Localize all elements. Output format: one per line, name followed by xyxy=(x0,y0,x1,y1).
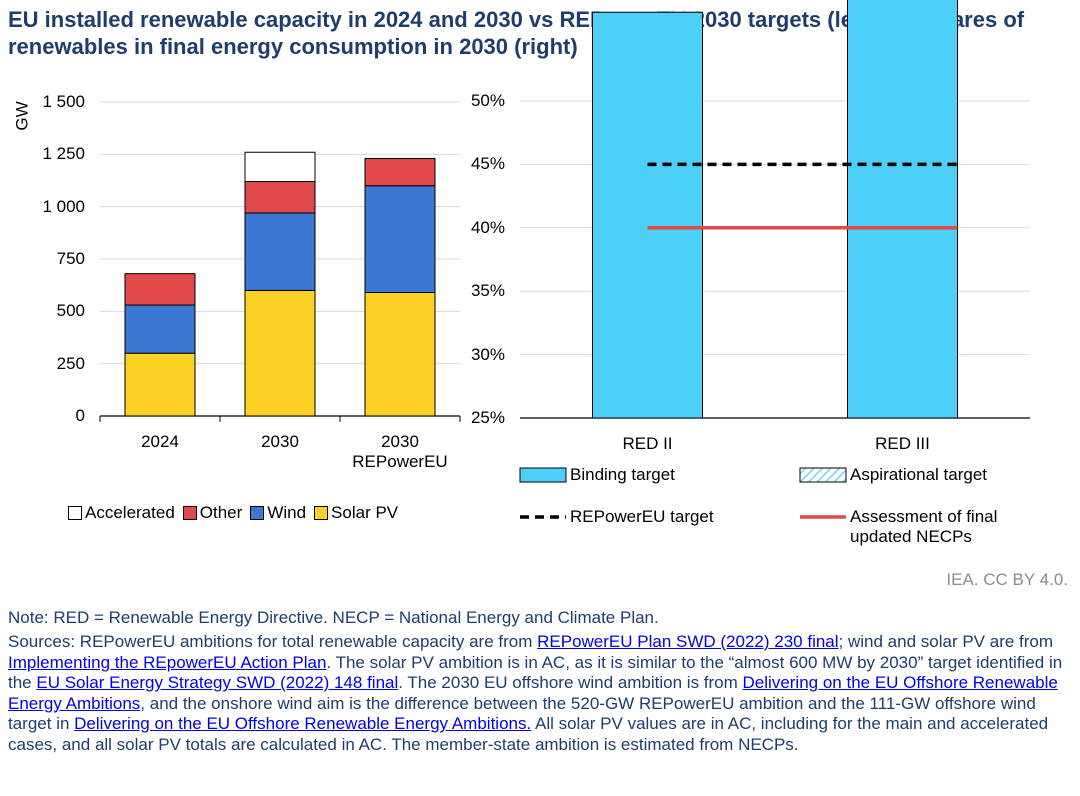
bar-segment xyxy=(124,352,196,417)
legend-label: REPowerEU target xyxy=(570,507,714,526)
bar-segment xyxy=(364,185,436,293)
legend-label: Binding target xyxy=(570,465,675,484)
y-axis-label: GW xyxy=(12,101,32,131)
y-tick-label: 750 xyxy=(56,249,85,268)
source-link[interactable]: EU Solar Energy Strategy SWD (2022) 148 … xyxy=(36,673,399,692)
credit: IEA. CC BY 4.0. xyxy=(946,570,1068,589)
x-tick-label: RED III xyxy=(875,434,930,453)
legend-swatch xyxy=(68,506,82,520)
bar-segment xyxy=(592,11,703,419)
x-tick-label: RED II xyxy=(622,434,673,453)
y-tick-label: 50% xyxy=(470,91,505,110)
y-tick-label: 30% xyxy=(470,344,505,364)
x-tick-label: 2030 xyxy=(261,432,299,451)
legend-swatch xyxy=(182,506,197,520)
bar-segment xyxy=(244,151,316,183)
y-tick-label: 1 250 xyxy=(42,144,85,164)
source-text: ; wind and solar PV are from xyxy=(838,632,1054,651)
bar-segment xyxy=(124,273,196,306)
legend-swatch xyxy=(250,506,265,520)
y-tick-label: 250 xyxy=(56,353,85,373)
source-text: . The 2030 EU offshore wind ambition is … xyxy=(398,673,743,692)
y-tick-label: 25% xyxy=(470,408,505,427)
bar-segment xyxy=(364,158,436,187)
legend-label: Other xyxy=(199,503,243,522)
source-text: , and the onshore wind aim is the differ… xyxy=(8,693,1036,734)
note: Note: RED = Renewable Energy Directive. … xyxy=(8,608,659,627)
bar-segment xyxy=(364,291,436,417)
bar-segment xyxy=(847,0,958,419)
bar-segment xyxy=(244,212,316,291)
bar-segment xyxy=(124,304,196,354)
source-text: . The solar PV ambition is in AC, as it … xyxy=(8,652,1063,693)
legend-label: Wind xyxy=(267,503,307,522)
legend: Accelerated Other Wind Solar PV xyxy=(68,503,406,523)
legend-swatch xyxy=(519,467,567,483)
y-tick-label: 45% xyxy=(470,154,505,174)
source-link[interactable]: REPowerEU Plan SWD (2022) 230 final xyxy=(537,632,839,651)
source-link[interactable]: Delivering on the EU Offshore Renewable … xyxy=(8,673,1058,713)
x-tick-label: 2024 xyxy=(141,432,179,451)
y-tick-label: 1 000 xyxy=(42,196,85,216)
legend-label: Accelerated xyxy=(85,503,175,522)
y-tick-label: 35% xyxy=(470,281,505,301)
source-text: All solar PV values are in AC, including… xyxy=(8,714,1049,754)
legend-label: Assessment of final updated NECPs xyxy=(850,507,998,546)
legend-label: Solar PV xyxy=(331,503,399,522)
y-tick-label: 0 xyxy=(75,406,85,425)
legend-label: Aspirational target xyxy=(850,465,988,484)
source-link[interactable]: Implementing the REpowerEU Action Plan xyxy=(8,652,327,672)
legend-swatch xyxy=(314,506,329,520)
legend-swatch xyxy=(799,467,847,483)
charts xyxy=(99,0,1030,519)
y-tick-label: 1 500 xyxy=(42,92,85,111)
source-text: Sources: REPowerEU ambitions for total r… xyxy=(8,632,538,651)
bar-segment xyxy=(244,289,316,417)
source-link[interactable]: Delivering on the EU Offshore Renewable … xyxy=(74,714,532,733)
bar-segment xyxy=(244,181,316,214)
x-tick-label: 2030 REPowerEU xyxy=(352,432,448,471)
y-tick-label: 500 xyxy=(56,301,85,321)
y-tick-label: 40% xyxy=(470,217,505,237)
sources: Sources: REPowerEU ambitions for total r… xyxy=(8,632,1074,755)
